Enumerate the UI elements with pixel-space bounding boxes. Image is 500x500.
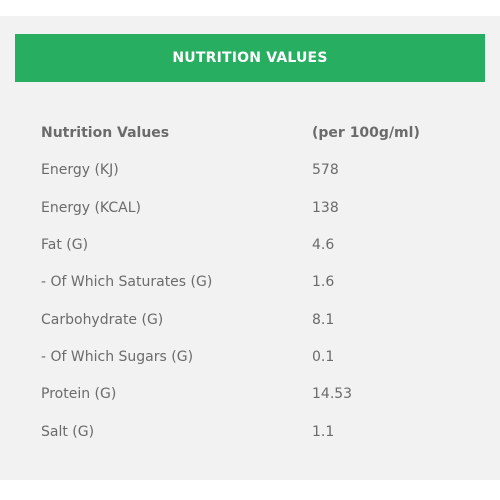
nutrient-label: Energy (KJ) [41,162,119,178]
nutrient-value: 578 [312,162,339,178]
nutrition-header-bar: NUTRITION VALUES [15,34,485,82]
nutrient-label: Fat (G) [41,237,89,253]
nutrient-value: 1.1 [312,424,335,440]
column-header-nutrient: Nutrition Values [41,125,170,141]
nutrient-value: 8.1 [312,312,335,328]
nutrient-label: Carbohydrate (G) [41,312,164,328]
nutrient-label: Energy (KCAL) [41,200,141,216]
nutrient-value: 1.6 [312,274,335,290]
nutrient-value: 14.53 [312,386,353,402]
table-row: Protein (G) 14.53 [41,375,471,413]
column-header-per-100g: (per 100g/ml) [312,125,420,141]
table-row: Energy (KCAL) 138 [41,189,471,227]
nutrient-label: - Of Which Sugars (G) [41,349,194,365]
table-row: Salt (G) 1.1 [41,413,471,451]
nutrient-label: - Of Which Saturates (G) [41,274,213,290]
nutrition-panel [0,16,500,480]
table-row: Fat (G) 4.6 [41,226,471,264]
nutrient-label: Protein (G) [41,386,117,402]
nutrient-value: 0.1 [312,349,335,365]
table-header-row: Nutrition Values (per 100g/ml) [41,114,471,152]
nutrient-value: 4.6 [312,237,335,253]
table-row: - Of Which Sugars (G) 0.1 [41,338,471,376]
nutrient-label: Salt (G) [41,424,95,440]
table-row: - Of Which Saturates (G) 1.6 [41,263,471,301]
nutrition-title: NUTRITION VALUES [172,50,328,66]
table-row: Energy (KJ) 578 [41,151,471,189]
nutrient-value: 138 [312,200,339,216]
table-row: Carbohydrate (G) 8.1 [41,301,471,339]
